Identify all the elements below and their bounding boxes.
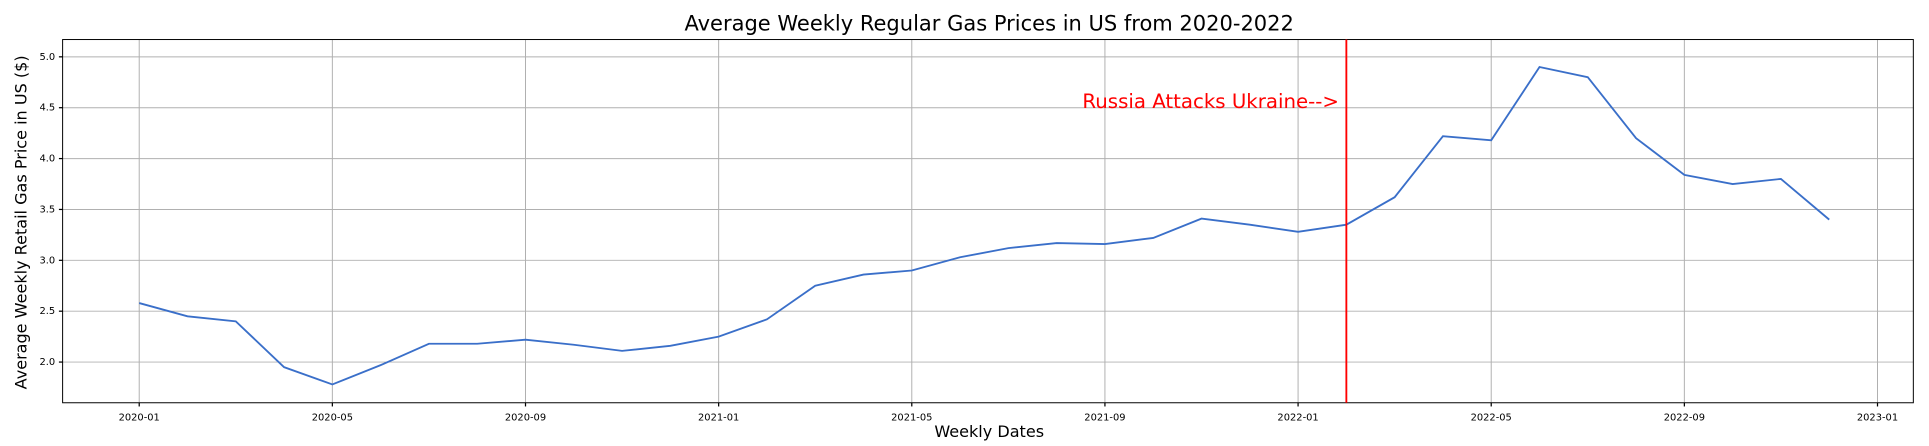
y-tick-label: 4.5	[39, 103, 55, 114]
x-tick-label: 2020-01	[119, 413, 160, 424]
x-tick-label: 2021-09	[1084, 413, 1125, 424]
x-tick-label: 2021-05	[891, 413, 932, 424]
y-tick-label: 2.5	[39, 306, 55, 317]
y-tick-label: 3.0	[39, 255, 55, 266]
y-axis-label: Average Weekly Retail Gas Price in US ($…	[11, 55, 30, 389]
chart-title: Average Weekly Regular Gas Prices in US …	[684, 12, 1293, 36]
x-tick-label: 2023-01	[1857, 413, 1898, 424]
y-tick-label: 4.0	[39, 154, 55, 165]
y-tick-label: 5.0	[39, 52, 55, 63]
x-tick-label: 2020-05	[312, 413, 353, 424]
data-line	[138, 65, 1830, 386]
y-tick-label: 2.0	[39, 357, 55, 368]
x-axis-label: Weekly Dates	[934, 422, 1044, 441]
x-tick-label: 2020-09	[505, 413, 546, 424]
y-tick-label: 3.5	[39, 204, 55, 215]
x-tick-label: 2022-01	[1277, 413, 1318, 424]
x-tick-label: 2022-05	[1471, 413, 1512, 424]
annotation: Russia Attacks Ukraine-->	[1082, 90, 1339, 113]
x-tick-label: 2022-09	[1664, 413, 1705, 424]
plot-frame	[62, 39, 1914, 404]
x-tick-label: 2021-01	[698, 413, 739, 424]
